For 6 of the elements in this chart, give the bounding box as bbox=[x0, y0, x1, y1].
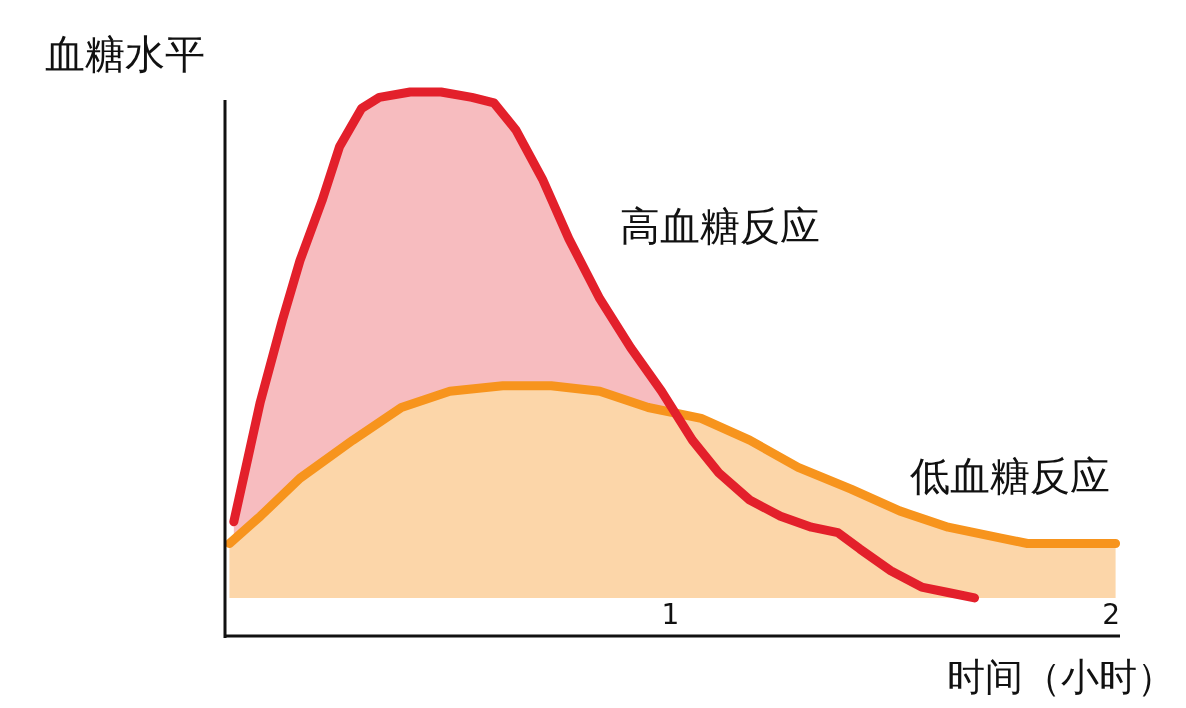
y-axis-title: 血糖水平 bbox=[45, 31, 205, 77]
series-label: 高血糖反应 bbox=[620, 203, 820, 249]
series-label: 低血糖反应 bbox=[910, 453, 1110, 499]
x-axis-title: 时间（小时） bbox=[947, 655, 1175, 699]
x-tick-label: 1 bbox=[661, 598, 680, 631]
x-tick-label: 2 bbox=[1102, 598, 1121, 631]
